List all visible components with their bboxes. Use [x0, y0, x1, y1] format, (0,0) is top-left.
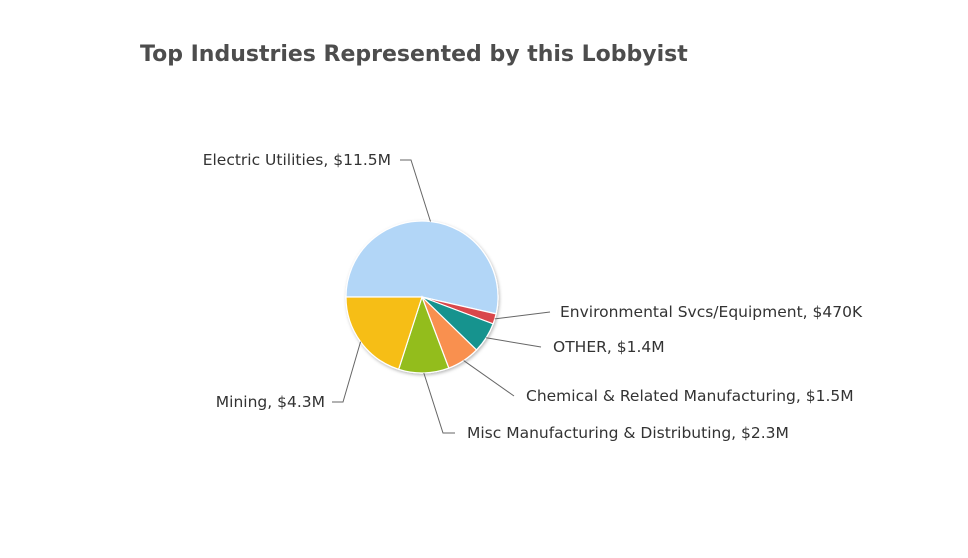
pie-slice-mining[interactable] — [345, 296, 423, 371]
leader-line-other — [486, 337, 542, 348]
data-label-electric-utilities: Electric Utilities, $11.5M — [203, 151, 391, 169]
leader-line-misc-manufacturing-distributing — [423, 372, 455, 434]
leader-line-chemical-related-manufacturing — [463, 360, 515, 397]
pie-labels: Electric Utilities, $11.5M Environmental … — [203, 151, 863, 442]
data-label-mining: Mining, $4.3M — [216, 393, 325, 411]
pie-slices — [345, 220, 499, 374]
chart-title: Top Industries Represented by this Lobby… — [140, 42, 688, 67]
data-label-other: OTHER, $1.4M — [553, 338, 665, 356]
data-label-chemical-related-manufacturing: Chemical & Related Manufacturing, $1.5M — [526, 387, 854, 405]
leader-line-mining — [332, 341, 362, 403]
leader-line-electric-utilities — [400, 159, 431, 222]
leader-line-environmental-svcs-equipment — [494, 311, 551, 320]
data-label-misc-manufacturing-distributing: Misc Manufacturing & Distributing, $2.3M — [467, 424, 789, 442]
data-label-environmental-svcs-equipment: Environmental Svcs/Equipment, $470K — [560, 303, 863, 321]
